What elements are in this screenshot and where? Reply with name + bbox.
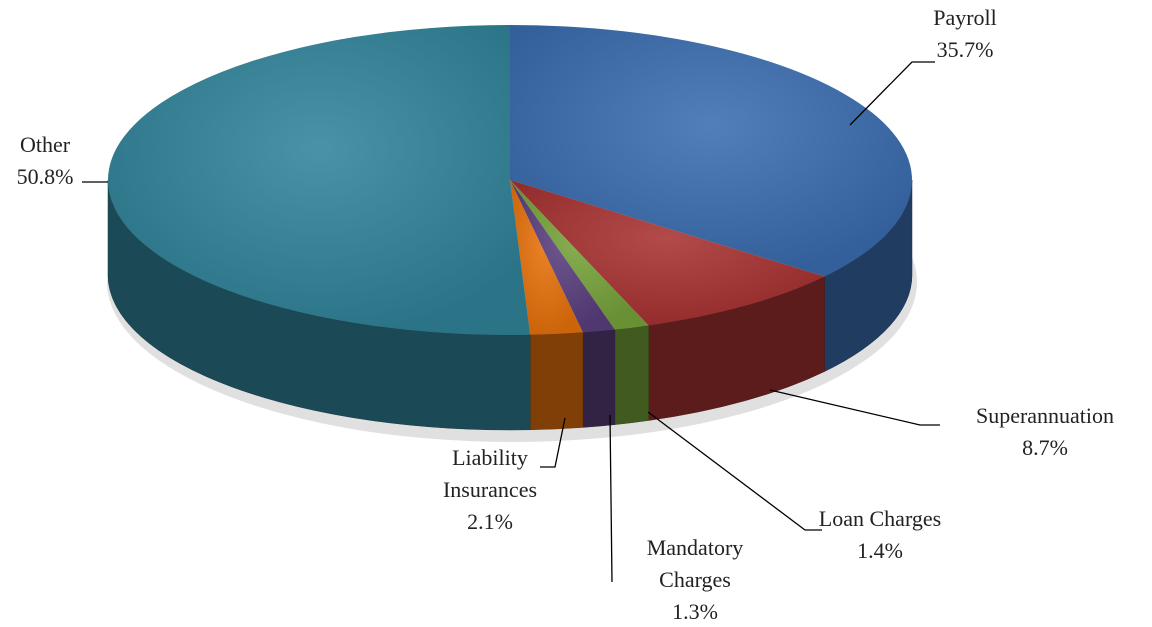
category-label-line: Insurances: [443, 477, 537, 502]
leader-line: [647, 411, 822, 531]
category-label: Other: [20, 132, 71, 157]
leader-line: [849, 61, 935, 126]
leader-line: [769, 389, 940, 426]
leader-line: [609, 414, 613, 583]
category-label: Payroll: [933, 5, 997, 30]
pie-side: [582, 329, 616, 428]
value-label: 8.7%: [1022, 435, 1068, 460]
category-label-line: Other: [20, 132, 71, 157]
category-label: Superannuation: [976, 403, 1114, 428]
category-label: Mandatory Charges: [647, 535, 744, 592]
value-label: 2.1%: [467, 509, 513, 534]
pie-top-shade: [510, 180, 825, 326]
pie-top-shade: [510, 180, 615, 333]
pie-slice: [510, 180, 825, 421]
pie-slice: [107, 25, 531, 431]
pie-side: [614, 325, 649, 425]
value-label: 1.3%: [672, 599, 718, 624]
value-label: 35.7%: [937, 37, 994, 62]
pie-top-shade: [510, 180, 649, 330]
pie-top-shade: [107, 25, 531, 335]
category-label-line: Superannuation: [976, 403, 1114, 428]
category-label: Loan Charges: [819, 506, 941, 531]
leader-line: [540, 417, 566, 468]
pie-side: [529, 332, 584, 431]
category-label-line: Liability: [452, 445, 528, 470]
value-label: 1.4%: [857, 538, 903, 563]
category-label-line: Mandatory: [647, 535, 744, 560]
category-label-line: Loan Charges: [819, 506, 941, 531]
pie-slice: [510, 180, 616, 428]
pie-slice: [510, 25, 913, 372]
category-label-line: Charges: [659, 567, 731, 592]
category-label: Liability Insurances: [443, 445, 537, 502]
pie-top-shade: [510, 25, 912, 277]
value-label: 50.8%: [17, 164, 74, 189]
pie-slice: [510, 180, 649, 425]
category-label-line: Payroll: [933, 5, 997, 30]
pie-slice: [510, 180, 584, 431]
pie-top-shade: [510, 180, 583, 335]
